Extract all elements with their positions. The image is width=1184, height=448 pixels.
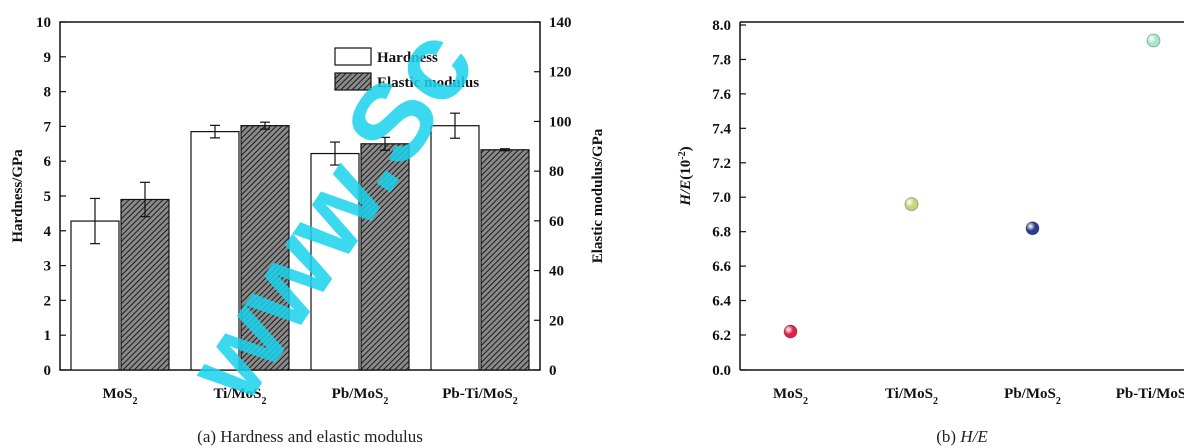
y-tick-label: 8 xyxy=(44,85,52,101)
y2-tick-label: 80 xyxy=(549,164,564,180)
y-tick-label-b: 7.6 xyxy=(712,87,731,103)
y-tick-label: 3 xyxy=(44,259,52,275)
y-axis-label-close: ) xyxy=(678,146,694,151)
x-tick-label-subscript: 2 xyxy=(262,396,267,407)
y2-tick-label: 0 xyxy=(549,363,557,379)
x-tick-label-b: Pb-Ti/MoS2 xyxy=(1116,386,1184,407)
y2-tick-label: 100 xyxy=(549,114,572,130)
x-tick-label-b-subscript: 2 xyxy=(803,396,808,407)
y-axis-label-main: H/E xyxy=(678,180,694,207)
y-tick-label-b: 6.6 xyxy=(712,259,731,275)
x-tick-label-b-base: Pb-Ti/MoS xyxy=(1116,386,1184,402)
data-point xyxy=(1025,221,1040,236)
caption-b-italic: H/E xyxy=(959,427,988,446)
x-tick-label: Pb-Ti/MoS2 xyxy=(442,386,518,407)
chart-b: 0.06.26.46.66.87.07.27.47.67.88.0H/E(10-… xyxy=(677,18,1184,446)
legend-entry: Hardness xyxy=(377,50,438,66)
y-axis-label-b: H/E(10-2) xyxy=(677,146,695,206)
x-tick-label: Ti/MoS2 xyxy=(213,386,266,407)
legend-entry: Elastic modulus xyxy=(377,75,479,91)
y-axis-label: Hardness/GPa xyxy=(10,149,26,243)
y-tick-label-b: 0.0 xyxy=(712,363,731,379)
x-tick-label-subscript: 2 xyxy=(383,396,388,407)
x-tick-label-b-subscript: 2 xyxy=(933,396,938,407)
x-tick-label-base: Pb/MoS xyxy=(332,386,384,402)
y2-tick-label: 140 xyxy=(549,15,572,31)
chart-a: 012345678910020406080100120140Hardness/G… xyxy=(10,15,606,446)
x-tick-label-b-base: MoS xyxy=(773,386,803,402)
y-tick-label-b: 6.2 xyxy=(712,328,731,344)
x-tick-label-b: Pb/MoS2 xyxy=(1004,386,1061,407)
bar-elastic-modulus xyxy=(480,149,530,371)
legend-swatch xyxy=(334,72,372,91)
x-tick-label-base: Pb-Ti/MoS xyxy=(442,386,513,402)
y-tick-label-b: 7.4 xyxy=(712,121,731,137)
x-tick-label-subscript: 2 xyxy=(513,396,518,407)
data-point xyxy=(1146,33,1161,48)
y2-tick-label: 60 xyxy=(549,214,564,230)
y2-tick-label: 40 xyxy=(549,264,564,280)
y-tick-label-b: 6.4 xyxy=(712,294,731,310)
x-tick-label-base: Ti/MoS xyxy=(213,386,261,402)
y-tick-label: 1 xyxy=(44,328,52,344)
y-tick-label-b: 8.0 xyxy=(712,18,731,34)
x-tick-label-b: MoS2 xyxy=(773,386,808,407)
x-tick-label-subscript: 2 xyxy=(133,396,138,407)
caption-b-prefix: (b) xyxy=(936,427,960,446)
y-axis-label-sup: -2 xyxy=(677,151,688,159)
y-tick-label: 2 xyxy=(44,293,52,309)
y-tick-label-b: 6.8 xyxy=(712,225,731,241)
caption-b: (b) H/E xyxy=(936,427,988,446)
bar-hardness xyxy=(430,125,480,371)
data-point xyxy=(783,324,798,339)
bar-hardness xyxy=(310,152,360,371)
y-tick-label-b: 7.2 xyxy=(712,156,731,172)
x-tick-label: Pb/MoS2 xyxy=(332,386,389,407)
y-tick-label: 4 xyxy=(44,224,52,240)
y-tick-label-b: 7.0 xyxy=(712,190,731,206)
y2-tick-label: 20 xyxy=(549,313,564,329)
x-tick-label: MoS2 xyxy=(103,386,138,407)
y-axis-label-unit: (10 xyxy=(678,160,694,180)
y-tick-label: 9 xyxy=(44,50,52,66)
y-tick-label: 6 xyxy=(44,154,52,170)
bar-elastic-modulus xyxy=(240,125,290,371)
bar-hardness xyxy=(190,131,240,371)
x-tick-label-b-base: Pb/MoS xyxy=(1004,386,1056,402)
x-tick-label-b-base: Ti/MoS xyxy=(885,386,933,402)
y-tick-label: 5 xyxy=(44,189,52,205)
y2-axis-label: Elastic modulus/GPa xyxy=(590,128,606,263)
y2-tick-label: 120 xyxy=(549,65,572,81)
bar-elastic-modulus xyxy=(360,143,410,371)
x-tick-label-b: Ti/MoS2 xyxy=(885,386,938,407)
y-tick-label: 10 xyxy=(36,15,51,31)
y-tick-label-b: 7.8 xyxy=(712,52,731,68)
data-point xyxy=(904,197,919,212)
bar-elastic-modulus xyxy=(120,198,170,371)
bar-hardness xyxy=(70,220,120,371)
caption-a: (a) Hardness and elastic modulus xyxy=(197,427,423,446)
y-tick-label: 0 xyxy=(44,363,52,379)
x-tick-label-base: MoS xyxy=(103,386,133,402)
legend-swatch xyxy=(334,47,372,66)
x-tick-label-b-subscript: 2 xyxy=(1056,396,1061,407)
y-tick-label: 7 xyxy=(44,119,52,135)
